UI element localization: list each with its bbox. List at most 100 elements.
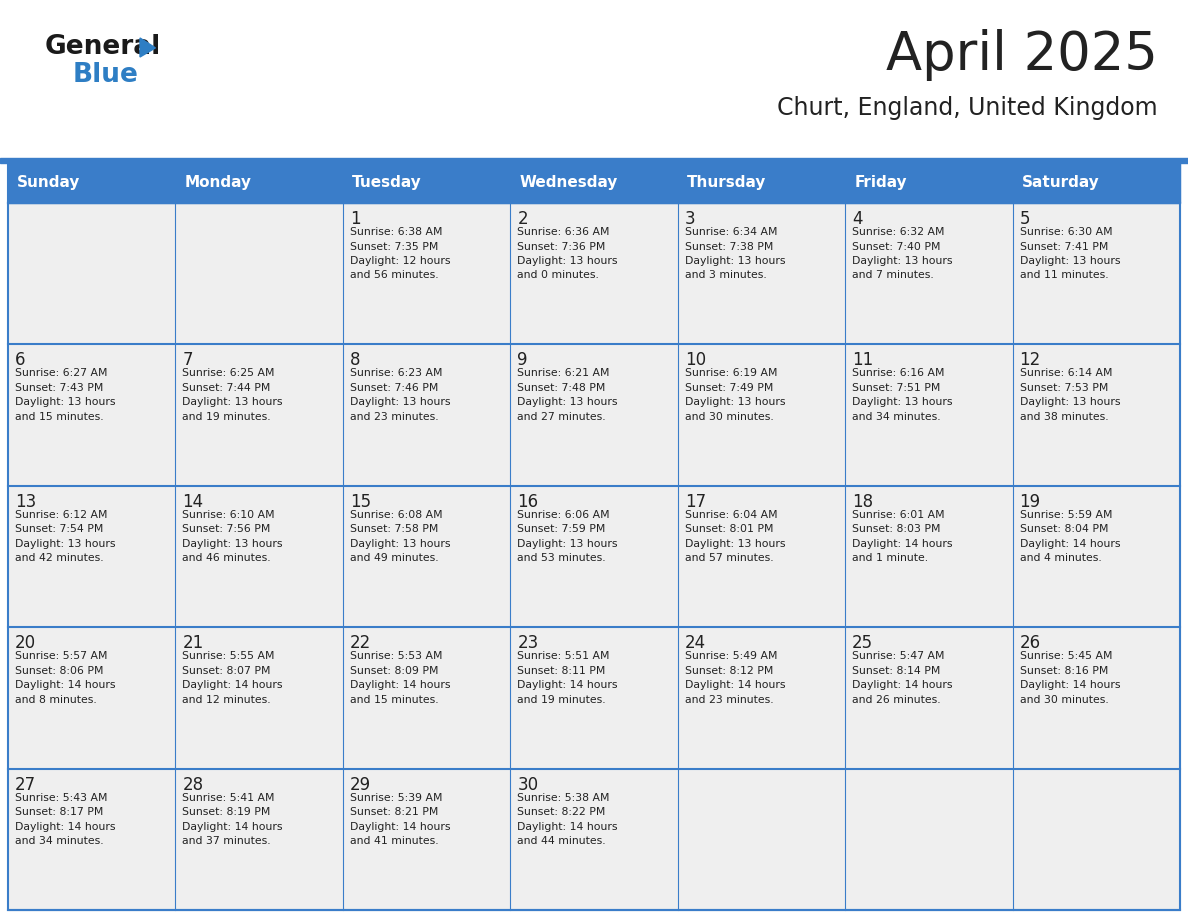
Text: 15: 15 [349,493,371,510]
Text: Sunrise: 5:45 AM: Sunrise: 5:45 AM [1019,651,1112,661]
Text: Daylight: 14 hours: Daylight: 14 hours [183,680,283,690]
Text: 24: 24 [684,634,706,652]
Text: Sunset: 7:48 PM: Sunset: 7:48 PM [517,383,606,393]
Bar [176,486,343,627]
Text: Daylight: 13 hours: Daylight: 13 hours [15,539,115,549]
Bar [1012,344,1180,486]
Text: Sunrise: 6:38 AM: Sunrise: 6:38 AM [349,227,442,237]
Text: Daylight: 13 hours: Daylight: 13 hours [852,397,953,408]
Text: Sunset: 8:06 PM: Sunset: 8:06 PM [15,666,103,676]
Text: Sunset: 8:16 PM: Sunset: 8:16 PM [1019,666,1108,676]
Text: Blue: Blue [72,62,139,88]
Text: Sunset: 7:58 PM: Sunset: 7:58 PM [349,524,438,534]
Text: Sunrise: 5:57 AM: Sunrise: 5:57 AM [15,651,107,661]
Bar [845,486,1012,627]
Text: Sunday: Sunday [17,175,81,191]
Text: 8: 8 [349,352,360,369]
Text: Daylight: 13 hours: Daylight: 13 hours [1019,256,1120,266]
Bar [8,627,176,768]
Text: Sunset: 7:46 PM: Sunset: 7:46 PM [349,383,438,393]
Text: and 34 minutes.: and 34 minutes. [15,836,103,846]
Text: Daylight: 13 hours: Daylight: 13 hours [684,397,785,408]
Text: Monday: Monday [184,175,252,191]
Bar [8,768,176,910]
Text: and 38 minutes.: and 38 minutes. [1019,412,1108,422]
Text: Sunrise: 6:06 AM: Sunrise: 6:06 AM [517,509,609,520]
Text: 10: 10 [684,352,706,369]
Text: Daylight: 14 hours: Daylight: 14 hours [15,680,115,690]
Text: and 1 minute.: and 1 minute. [852,554,928,564]
Text: Daylight: 12 hours: Daylight: 12 hours [349,256,450,266]
Bar [176,344,343,486]
Text: and 0 minutes.: and 0 minutes. [517,271,599,281]
Text: Sunrise: 5:38 AM: Sunrise: 5:38 AM [517,792,609,802]
Text: and 23 minutes.: and 23 minutes. [684,695,773,705]
Text: 3: 3 [684,210,695,228]
Text: Sunrise: 6:10 AM: Sunrise: 6:10 AM [183,509,276,520]
Text: and 26 minutes.: and 26 minutes. [852,695,941,705]
Bar [0,158,1188,163]
Bar [343,163,511,203]
Text: Sunrise: 5:59 AM: Sunrise: 5:59 AM [1019,509,1112,520]
Text: 22: 22 [349,634,371,652]
Text: 9: 9 [517,352,527,369]
Text: and 12 minutes.: and 12 minutes. [183,695,271,705]
Bar [176,203,343,344]
Text: Daylight: 13 hours: Daylight: 13 hours [852,256,953,266]
Text: and 44 minutes.: and 44 minutes. [517,836,606,846]
Text: 6: 6 [15,352,25,369]
Text: Sunrise: 6:19 AM: Sunrise: 6:19 AM [684,368,777,378]
Bar [1012,163,1180,203]
Bar [845,203,1012,344]
Text: Sunset: 8:01 PM: Sunset: 8:01 PM [684,524,773,534]
Bar [8,163,176,203]
Bar [343,768,511,910]
Text: Sunset: 7:43 PM: Sunset: 7:43 PM [15,383,103,393]
Text: Sunrise: 5:47 AM: Sunrise: 5:47 AM [852,651,944,661]
Text: and 41 minutes.: and 41 minutes. [349,836,438,846]
Text: Sunset: 8:09 PM: Sunset: 8:09 PM [349,666,438,676]
Text: Sunset: 8:12 PM: Sunset: 8:12 PM [684,666,773,676]
Text: Daylight: 13 hours: Daylight: 13 hours [183,539,283,549]
Text: Sunrise: 6:27 AM: Sunrise: 6:27 AM [15,368,107,378]
Text: Sunset: 7:38 PM: Sunset: 7:38 PM [684,241,773,252]
Text: Daylight: 14 hours: Daylight: 14 hours [1019,680,1120,690]
Text: Sunset: 7:53 PM: Sunset: 7:53 PM [1019,383,1108,393]
Bar [845,768,1012,910]
Text: 12: 12 [1019,352,1041,369]
Text: and 53 minutes.: and 53 minutes. [517,554,606,564]
Text: Tuesday: Tuesday [352,175,422,191]
Text: Sunrise: 5:43 AM: Sunrise: 5:43 AM [15,792,107,802]
Text: Daylight: 13 hours: Daylight: 13 hours [349,397,450,408]
Text: 18: 18 [852,493,873,510]
Bar [1012,486,1180,627]
Text: April 2025: April 2025 [886,29,1158,81]
Bar [343,627,511,768]
Text: Sunrise: 6:25 AM: Sunrise: 6:25 AM [183,368,274,378]
Text: Sunrise: 5:39 AM: Sunrise: 5:39 AM [349,792,442,802]
Text: and 46 minutes.: and 46 minutes. [183,554,271,564]
Bar [8,344,176,486]
Text: Sunset: 8:11 PM: Sunset: 8:11 PM [517,666,606,676]
Text: 19: 19 [1019,493,1041,510]
Text: Daylight: 13 hours: Daylight: 13 hours [517,397,618,408]
Text: 23: 23 [517,634,538,652]
Text: Saturday: Saturday [1022,175,1099,191]
Text: Thursday: Thursday [687,175,766,191]
Text: and 7 minutes.: and 7 minutes. [852,271,934,281]
Text: 26: 26 [1019,634,1041,652]
Text: Sunset: 7:36 PM: Sunset: 7:36 PM [517,241,606,252]
Bar [1012,627,1180,768]
Text: 14: 14 [183,493,203,510]
Text: 16: 16 [517,493,538,510]
Text: Daylight: 13 hours: Daylight: 13 hours [15,397,115,408]
Text: Sunrise: 5:41 AM: Sunrise: 5:41 AM [183,792,274,802]
Bar [8,486,176,627]
Text: Wednesday: Wednesday [519,175,618,191]
Text: Daylight: 13 hours: Daylight: 13 hours [183,397,283,408]
Text: and 19 minutes.: and 19 minutes. [517,695,606,705]
Text: Sunrise: 5:55 AM: Sunrise: 5:55 AM [183,651,274,661]
Bar [343,486,511,627]
Text: Sunset: 7:44 PM: Sunset: 7:44 PM [183,383,271,393]
Text: and 34 minutes.: and 34 minutes. [852,412,941,422]
